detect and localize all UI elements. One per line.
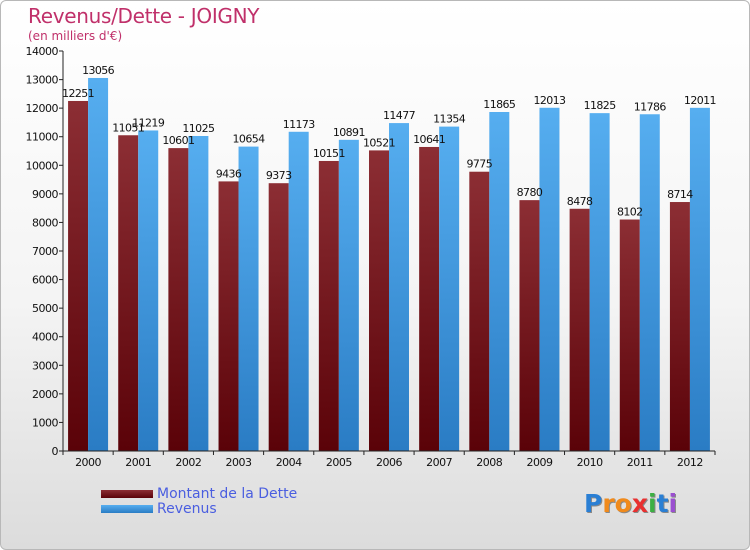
data-label-dette: 8780 <box>517 186 543 199</box>
chart-title: Revenus/Dette - JOIGNY <box>28 4 260 28</box>
data-label-revenus: 11354 <box>433 113 466 126</box>
data-label-dette: 12251 <box>62 87 94 100</box>
legend-swatch-revenus <box>101 505 153 513</box>
data-label-revenus: 11825 <box>584 99 617 112</box>
data-label-dette: 9373 <box>266 169 292 182</box>
bar-dette <box>318 160 339 451</box>
x-tick-label: 2003 <box>226 456 252 469</box>
data-label-revenus: 11025 <box>182 122 215 135</box>
y-tick-label: 4000 <box>32 331 58 344</box>
data-label-dette: 10601 <box>162 134 194 147</box>
bar-revenus <box>489 112 510 451</box>
x-tick-label: 2009 <box>526 456 552 469</box>
y-tick-label: 12000 <box>26 102 59 115</box>
data-label-dette: 10641 <box>413 133 445 146</box>
bar-dette <box>669 202 690 451</box>
y-tick-label: 9000 <box>32 188 58 201</box>
data-label-revenus: 10654 <box>233 133 266 146</box>
bar-revenus <box>138 130 159 451</box>
legend-label-dette: Montant de la Dette <box>157 486 298 502</box>
logo-letter: i <box>668 489 678 518</box>
bar-dette <box>68 100 89 451</box>
x-tick-label: 2006 <box>376 456 402 469</box>
bar-dette <box>218 181 239 451</box>
y-tick-label: 2000 <box>32 388 58 401</box>
y-tick-label: 13000 <box>26 74 59 87</box>
data-label-revenus: 12011 <box>684 94 716 107</box>
x-tick-label: 2011 <box>627 456 653 469</box>
bar-dette <box>619 219 640 451</box>
chart-subtitle: (en milliers d'€) <box>28 29 123 43</box>
x-tick-label: 2010 <box>577 456 603 469</box>
data-label-revenus: 10891 <box>333 126 365 139</box>
bar-revenus <box>639 114 660 451</box>
y-tick-label: 6000 <box>32 274 58 287</box>
data-label-dette: 8714 <box>667 188 693 201</box>
data-label-revenus: 11786 <box>634 100 667 113</box>
logo-letter: x <box>631 489 648 518</box>
bar-dette <box>519 200 540 451</box>
bar-revenus <box>389 123 409 451</box>
x-tick-label: 2007 <box>426 456 452 469</box>
x-tick-label: 2001 <box>125 456 151 469</box>
bar-revenus <box>439 126 460 451</box>
legend-swatch-dette <box>101 490 153 498</box>
data-label-revenus: 13056 <box>82 64 115 77</box>
bar-dette <box>469 171 490 451</box>
data-label-dette: 9436 <box>216 167 242 180</box>
bar-dette <box>569 208 590 451</box>
bar-revenus <box>589 113 610 452</box>
y-tick-label: 0 <box>52 445 59 458</box>
y-tick-label: 3000 <box>32 359 58 372</box>
logo-letter: i <box>648 489 657 518</box>
data-label-dette: 10151 <box>313 147 345 160</box>
x-tick-label: 2004 <box>276 456 302 469</box>
bar-dette <box>268 183 289 451</box>
proxiti-logo: Proxiti <box>584 489 677 518</box>
plot-area: 0 1000 2000 3000 4000 5000 6000 7000 8000 9000 100… <box>26 45 717 469</box>
bar-dette <box>168 148 189 451</box>
y-tick-label: 10000 <box>26 159 59 172</box>
logo-letter: t <box>656 489 669 518</box>
y-tick-label: 14000 <box>26 45 59 58</box>
bar-dette <box>369 150 389 451</box>
bar-revenus <box>338 139 359 452</box>
logo-letter: r <box>602 489 615 518</box>
data-label-dette: 9775 <box>467 158 493 171</box>
y-tick-label: 1000 <box>32 416 58 429</box>
x-tick-label: 2002 <box>175 456 201 469</box>
data-label-revenus: 11477 <box>383 109 416 122</box>
bar-revenus <box>238 146 259 451</box>
data-label-dette: 11051 <box>112 121 144 134</box>
y-tick-label: 7000 <box>32 245 58 258</box>
bar-revenus <box>88 77 109 451</box>
data-label-dette: 8478 <box>567 195 593 208</box>
data-label-revenus: 11219 <box>132 116 165 129</box>
logo-letter: o <box>614 489 632 518</box>
bar-revenus <box>689 107 710 451</box>
bar-revenus <box>188 136 209 451</box>
x-tick-label: 2008 <box>476 456 502 469</box>
y-tick-label: 8000 <box>32 216 58 229</box>
x-tick-label: 2005 <box>326 456 352 469</box>
y-tick-label: 5000 <box>32 302 58 315</box>
data-label-dette: 8102 <box>617 206 643 219</box>
data-label-revenus: 11865 <box>483 98 516 111</box>
x-tick-label: 2012 <box>677 456 703 469</box>
data-label-revenus: 12013 <box>533 94 566 107</box>
y-tick-label: 11000 <box>26 131 59 144</box>
x-tick-label: 2000 <box>75 456 101 469</box>
logo-letter: P <box>584 489 603 518</box>
bar-revenus <box>539 107 560 452</box>
legend-label-revenus: Revenus <box>157 501 217 517</box>
data-label-revenus: 11173 <box>283 118 316 131</box>
bar-revenus <box>288 131 309 451</box>
data-label-dette: 10521 <box>363 136 395 149</box>
bar-dette <box>118 135 139 451</box>
bar-dette <box>419 146 440 451</box>
